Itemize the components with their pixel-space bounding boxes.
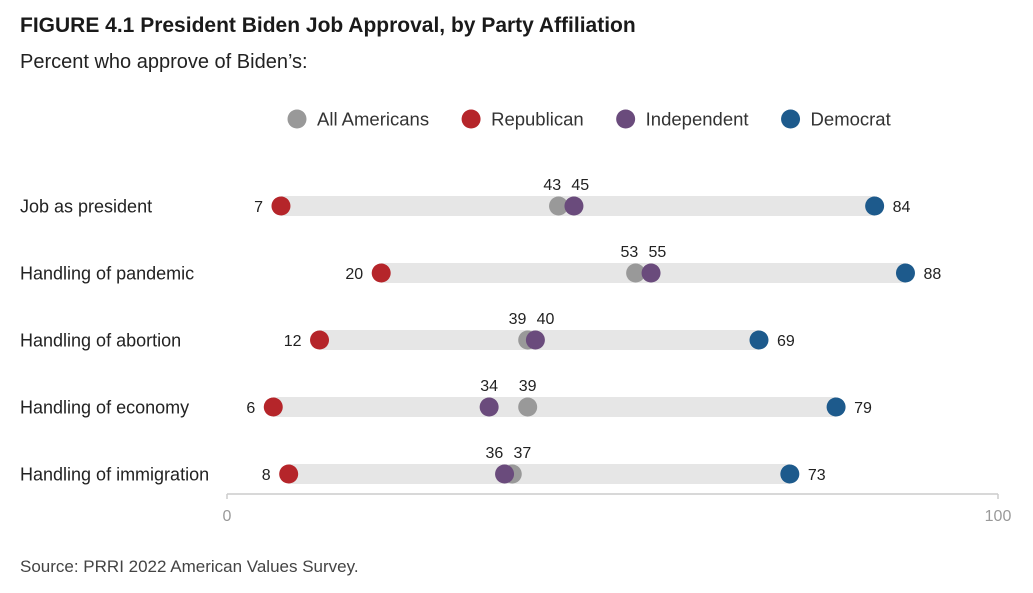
category-label: Job as president — [20, 197, 152, 217]
legend-label-democrat: Democrat — [811, 109, 891, 130]
category-label: Handling of economy — [20, 398, 189, 418]
data-label-democrat: 84 — [893, 199, 911, 216]
data-label-all-americans: 37 — [514, 445, 532, 462]
data-label-all-americans: 39 — [509, 311, 527, 328]
dot-democrat — [780, 464, 800, 484]
data-label-all-americans: 43 — [543, 177, 561, 194]
data-label-republican: 20 — [345, 266, 363, 283]
range-bar — [273, 397, 837, 417]
data-label-independent: 40 — [537, 311, 555, 328]
dot-republican — [279, 464, 299, 484]
dot-independent — [564, 196, 584, 216]
data-label-independent: 55 — [648, 244, 666, 261]
dot-all-americans — [518, 397, 538, 417]
dot-democrat — [865, 196, 885, 216]
x-tick-label: 0 — [223, 508, 232, 525]
legend-label-all-americans: All Americans — [317, 109, 429, 130]
data-label-republican: 7 — [254, 199, 263, 216]
legend-swatch-all-americans — [287, 109, 307, 129]
dot-republican — [310, 330, 330, 350]
data-label-democrat: 69 — [777, 333, 795, 350]
legend-item-independent: Independent — [616, 109, 749, 130]
data-label-democrat: 79 — [854, 400, 872, 417]
dot-republican — [371, 263, 391, 283]
data-label-independent: 36 — [486, 445, 504, 462]
dot-republican — [263, 397, 283, 417]
legend-item-all-americans: All Americans — [287, 109, 429, 130]
data-label-all-americans: 39 — [519, 378, 537, 395]
data-label-democrat: 73 — [808, 467, 826, 484]
legend-swatch-republican — [461, 109, 481, 129]
category-label: Handling of pandemic — [20, 264, 194, 284]
legend-swatch-democrat — [781, 109, 801, 129]
dot-all-americans — [626, 263, 646, 283]
data-label-independent: 34 — [480, 378, 498, 395]
dot-republican — [271, 196, 291, 216]
dot-independent — [525, 330, 545, 350]
data-label-republican: 12 — [284, 333, 302, 350]
figure-subtitle: Percent who approve of Biden’s: — [20, 51, 308, 73]
data-label-republican: 8 — [262, 467, 271, 484]
chart-row-job-as-president: Job as president 7 84 43 45 — [20, 177, 911, 217]
legend-item-republican: Republican — [461, 109, 584, 130]
x-axis: 0 100 — [223, 493, 1012, 525]
legend-label-independent: Independent — [646, 109, 749, 130]
data-label-democrat: 88 — [923, 266, 941, 283]
dot-independent — [479, 397, 499, 417]
dot-democrat — [749, 330, 769, 350]
dot-democrat — [895, 263, 915, 283]
dot-independent — [495, 464, 515, 484]
chart-legend: All Americans Republican Independent Democr… — [287, 109, 891, 130]
figure-title: FIGURE 4.1 President Biden Job Approval,… — [20, 14, 636, 37]
legend-item-democrat: Democrat — [781, 109, 891, 130]
dot-all-americans — [549, 196, 569, 216]
source-note: Source: PRRI 2022 American Values Survey… — [20, 557, 359, 576]
chart-row-handling-of-pandemic: Handling of pandemic 20 88 53 55 — [20, 244, 941, 284]
data-label-independent: 45 — [571, 177, 589, 194]
dot-independent — [641, 263, 661, 283]
chart-rows: Job as president 7 84 43 45 Handling of pande… — [20, 177, 941, 485]
data-label-republican: 6 — [246, 400, 255, 417]
chart-row-handling-of-abortion: Handling of abortion 12 69 39 40 — [20, 311, 795, 351]
legend-swatch-independent — [616, 109, 636, 129]
category-label: Handling of abortion — [20, 331, 181, 351]
x-tick-label: 100 — [985, 508, 1012, 525]
range-bar — [288, 464, 790, 484]
category-label: Handling of immigration — [20, 465, 209, 485]
chart-row-handling-of-economy: Handling of economy 6 79 39 34 — [20, 378, 872, 418]
chart-row-handling-of-immigration: Handling of immigration 8 73 37 36 — [20, 445, 826, 485]
dot-democrat — [826, 397, 846, 417]
legend-label-republican: Republican — [491, 109, 584, 130]
data-label-all-americans: 53 — [620, 244, 638, 261]
